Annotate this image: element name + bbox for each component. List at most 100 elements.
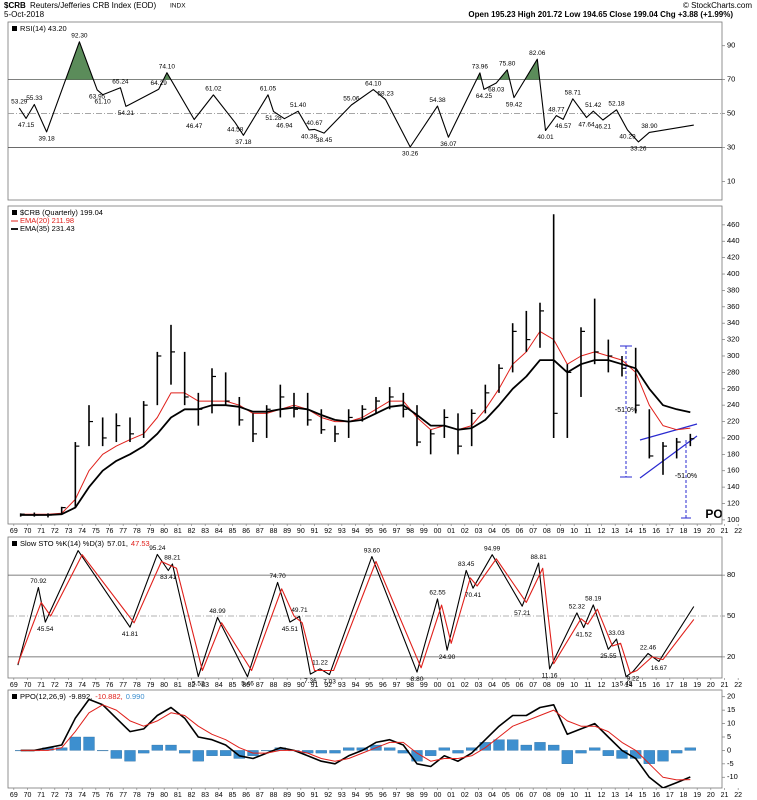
x-tick-label: 74 <box>78 792 86 799</box>
panel-frame <box>7 536 723 679</box>
legend-swatch <box>12 210 17 215</box>
value-label: 92.30 <box>71 33 88 40</box>
panel-frame <box>7 205 723 525</box>
value-label: 41.81 <box>122 631 139 638</box>
x-tick-label: 94 <box>352 682 360 689</box>
x-tick-label: 01 <box>447 682 455 689</box>
y-tick-label: 20 <box>727 652 735 661</box>
value-label: 68.03 <box>488 87 505 94</box>
histogram-bar <box>343 747 355 751</box>
annotation: -51.0% <box>615 407 637 414</box>
series-line <box>20 698 691 788</box>
x-tick-label: 99 <box>420 682 428 689</box>
legend-label: EMA(20) 211.98 <box>20 216 74 225</box>
x-tick-label: 70 <box>24 682 32 689</box>
x-tick-label: 17 <box>666 792 674 799</box>
x-tick-label: 98 <box>406 792 414 799</box>
y-tick-label: 240 <box>727 400 740 409</box>
x-tick-label: 71 <box>37 682 45 689</box>
value-label: 49.71 <box>291 607 308 614</box>
x-tick-label: 72 <box>51 528 59 535</box>
x-tick-label: 78 <box>133 528 141 535</box>
legend-label: 47.53 <box>131 539 150 548</box>
value-label: 83.41 <box>160 574 177 581</box>
value-label: 47.15 <box>18 122 35 129</box>
legend-label: 57.01, <box>107 539 128 548</box>
value-label: 37.18 <box>235 139 252 146</box>
x-tick-label: 16 <box>652 792 660 799</box>
histogram-bar <box>151 744 163 751</box>
x-tick-label: 98 <box>406 528 414 535</box>
index-name: Reuters/Jefferies CRB Index (EOD) <box>30 1 156 10</box>
x-tick-label: 83 <box>201 528 209 535</box>
value-label: 22.46 <box>640 644 657 651</box>
value-label: 5.52 <box>192 680 205 687</box>
histogram-bar <box>548 744 560 751</box>
histogram-bar <box>315 750 327 754</box>
x-tick-label: 88 <box>270 528 278 535</box>
value-label: 40.01 <box>537 134 554 141</box>
y-tick-label: 10 <box>727 176 735 185</box>
x-tick-label: 70 <box>24 528 32 535</box>
value-label: 59.42 <box>506 101 523 108</box>
legend-swatch <box>12 26 17 31</box>
annotation: PO <box>705 507 722 521</box>
x-tick-label: 00 <box>434 682 442 689</box>
x-tick-label: 89 <box>283 682 291 689</box>
x-tick-label: 90 <box>297 792 305 799</box>
value-label: 75.80 <box>499 61 516 68</box>
histogram-bar <box>192 750 204 762</box>
value-label: 53.29 <box>11 99 28 106</box>
y-tick-label: 0 <box>727 745 731 754</box>
value-label: 5.45 <box>620 680 633 687</box>
x-tick-label: 93 <box>338 528 346 535</box>
value-label: 24.90 <box>439 654 456 661</box>
x-tick-label: 70 <box>24 792 32 799</box>
legend-label: -9.892, <box>69 692 92 701</box>
value-label: 40.67 <box>306 120 323 127</box>
x-tick-label: 09 <box>557 792 565 799</box>
histogram-bar <box>206 750 218 756</box>
panel-frame <box>7 21 723 201</box>
histogram-bar <box>507 739 519 751</box>
x-tick-label: 73 <box>65 792 73 799</box>
x-tick-label: 92 <box>324 792 332 799</box>
x-tick-label: 73 <box>65 682 73 689</box>
histogram-bar <box>671 750 683 754</box>
x-tick-label: 10 <box>570 792 578 799</box>
x-tick-label: 92 <box>324 528 332 535</box>
value-label: 45.51 <box>282 626 299 633</box>
x-tick-label: 13 <box>611 682 619 689</box>
legend: PPO(12,26,9) -9.892, -10.882, 0.990 <box>20 692 145 701</box>
x-tick-label: 92 <box>324 682 332 689</box>
y-tick-label: 300 <box>727 351 740 360</box>
value-label: 52.18 <box>608 101 625 108</box>
x-tick-label: 07 <box>529 792 537 799</box>
y-tick-label: 140 <box>727 482 740 491</box>
x-tick-label: 87 <box>256 682 264 689</box>
symbol: $CRB <box>4 1 26 10</box>
value-label: 88.81 <box>530 554 547 561</box>
histogram-bar <box>684 747 696 751</box>
x-tick-label: 90 <box>297 528 305 535</box>
histogram-bar <box>575 750 587 754</box>
value-label: 93.60 <box>364 547 381 554</box>
value-label: 64.25 <box>476 93 493 100</box>
x-tick-label: 12 <box>598 528 606 535</box>
x-tick-label: 86 <box>242 792 250 799</box>
x-tick-label: 02 <box>461 528 469 535</box>
x-tick-label: 21 <box>721 682 729 689</box>
value-label: 41.52 <box>576 631 593 638</box>
y-tick-label: 400 <box>727 269 740 278</box>
x-tick-label: 88 <box>270 682 278 689</box>
histogram-bar <box>329 750 341 754</box>
x-tick-label: 14 <box>625 792 633 799</box>
histogram-bar <box>657 750 669 762</box>
x-tick-label: 77 <box>119 792 127 799</box>
legend-label: -10.882, <box>95 692 123 701</box>
x-tick-label: 08 <box>543 528 551 535</box>
value-label: 55.06 <box>343 96 360 103</box>
value-label: 36.07 <box>440 141 457 148</box>
x-tick-label: 71 <box>37 528 45 535</box>
